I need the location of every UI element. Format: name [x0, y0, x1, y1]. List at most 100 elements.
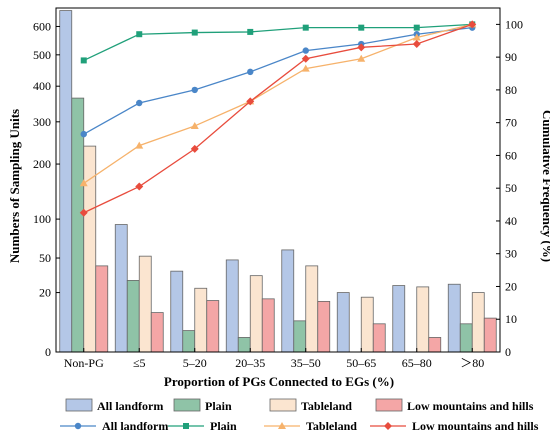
bar-group — [59, 10, 497, 353]
legend-marker-tableland — [278, 422, 286, 429]
y-axis-left-title: Numbers of Sampling Units — [7, 109, 22, 263]
bar-all-landform-1 — [114, 224, 128, 353]
legend-bar-label-tableland: Tableland — [301, 399, 352, 413]
bar-all-landform-4 — [281, 249, 295, 353]
legend-marker-plain — [183, 423, 189, 429]
marker-tableland-2 — [190, 121, 199, 129]
marker-all-landform-1 — [136, 99, 143, 107]
bar-all-landform-7 — [447, 283, 461, 353]
x-tick-label-7: ＞80 — [460, 356, 484, 370]
x-axis-title: Proportion of PGs Connected to EGs (%) — [164, 374, 394, 389]
legend-bar-label-low-mountains-and-hills: Low mountains and hills — [407, 399, 534, 413]
legend-line-label-tableland: Tableland — [306, 419, 357, 433]
x-tick-label-1: ≤5 — [133, 356, 146, 370]
line-all-landform — [83, 27, 473, 135]
marker-plain-6 — [413, 24, 420, 31]
legend-bar-swatch-tableland — [269, 398, 297, 412]
bar-plain-4 — [293, 320, 307, 353]
y-left-tick-label-50: 50 — [39, 251, 51, 265]
y-left-tick-label-500: 500 — [33, 48, 51, 62]
x-tick-label-2: 5–20 — [183, 356, 207, 370]
bar-low-mountains-and-hills-5 — [372, 323, 386, 353]
axis-ticks: 0 20 50 100 200 300 400 500 600 0 10 20 30 40 50 60 70 80… — [33, 17, 523, 370]
line-low-mountains-and-hills — [83, 23, 473, 214]
line-tableland — [83, 23, 473, 184]
legend-bar-swatch-low-mountains-and-hills — [375, 398, 403, 412]
x-tick-label-6: 65–80 — [402, 356, 432, 370]
y-right-tick-label-60: 60 — [505, 148, 517, 162]
marker-low-mountains-and-hills-7 — [468, 20, 477, 29]
bar-tableland-1 — [138, 255, 152, 353]
y-right-tick-label-70: 70 — [505, 116, 517, 130]
bar-tableland-2 — [194, 287, 208, 353]
y-axis-right-title: Cumulative Frequency (%) — [540, 110, 550, 262]
x-tick-label-0: Non-PG — [64, 356, 104, 370]
marker-all-landform-4 — [302, 47, 309, 54]
bar-low-mountains-and-hills-4 — [317, 300, 331, 353]
legend-bar-label-plain: Plain — [205, 399, 232, 413]
marker-plain-1 — [136, 31, 143, 38]
marker-tableland-1 — [135, 141, 144, 149]
y-left-tick-label-0: 0 — [45, 345, 51, 359]
bar-low-mountains-and-hills-6 — [428, 337, 442, 353]
bar-tableland-4 — [305, 265, 319, 353]
bar-tableland-3 — [249, 275, 263, 353]
bar-plain-2 — [182, 330, 196, 353]
y-right-tick-label-10: 10 — [505, 312, 517, 326]
legend-bar-label-all-landform: All landform — [97, 399, 163, 413]
legend-line-label-plain: Plain — [210, 419, 237, 433]
y-left-tick-label-20: 20 — [39, 286, 51, 300]
marker-plain-3 — [247, 28, 254, 35]
marker-low-mountains-and-hills-6 — [412, 40, 421, 49]
marker-all-landform-0 — [80, 130, 87, 138]
bar-plain-1 — [126, 280, 140, 353]
line-group — [79, 20, 477, 217]
y-right-tick-label-90: 90 — [505, 50, 517, 64]
y-left-tick-label-300: 300 — [33, 115, 51, 129]
x-tick-label-3: 20–35 — [235, 356, 265, 370]
marker-low-mountains-and-hills-3 — [246, 97, 255, 106]
marker-tableland-6 — [412, 33, 421, 41]
marker-low-mountains-and-hills-5 — [357, 43, 366, 52]
bar-tableland-6 — [416, 286, 430, 353]
bar-low-mountains-and-hills-1 — [150, 312, 164, 353]
bar-all-landform-5 — [336, 292, 350, 353]
marker-low-mountains-and-hills-2 — [190, 144, 199, 153]
legend-line-label-all-landform: All landform — [102, 419, 168, 433]
y-right-tick-label-50: 50 — [505, 181, 517, 195]
marker-plain-2 — [191, 29, 198, 36]
y-left-tick-label-100: 100 — [33, 212, 51, 226]
bar-low-mountains-and-hills-7 — [483, 317, 497, 353]
y-right-tick-label-20: 20 — [505, 279, 517, 293]
bar-tableland-7 — [471, 292, 485, 353]
y-left-tick-label-600: 600 — [33, 19, 51, 33]
marker-all-landform-3 — [247, 68, 254, 76]
bar-all-landform-6 — [392, 285, 406, 353]
x-tick-label-4: 35–50 — [291, 356, 321, 370]
marker-plain-4 — [302, 24, 309, 31]
y-right-tick-label-0: 0 — [505, 345, 511, 359]
legend-marker-all-landform — [74, 422, 82, 430]
marker-tableland-4 — [301, 64, 310, 72]
marker-low-mountains-and-hills-1 — [135, 182, 144, 191]
bar-plain-7 — [459, 323, 473, 353]
y-right-tick-label-100: 100 — [505, 17, 523, 31]
bar-tableland-5 — [360, 296, 374, 353]
bar-low-mountains-and-hills-3 — [261, 298, 275, 353]
legend: All landform Plain Tableland Low mountains … — [60, 398, 539, 433]
marker-all-landform-2 — [191, 86, 198, 94]
y-left-tick-label-400: 400 — [33, 79, 51, 93]
y-right-tick-label-80: 80 — [505, 83, 517, 97]
y-right-tick-label-30: 30 — [505, 247, 517, 261]
bar-all-landform-2 — [170, 270, 184, 353]
plot-frame — [55, 7, 501, 353]
marker-low-mountains-and-hills-4 — [301, 54, 310, 63]
legend-bar-swatch-all-landform — [65, 398, 93, 412]
plot-border — [55, 7, 501, 353]
bar-all-landform-3 — [225, 259, 239, 353]
x-tick-label-5: 50–65 — [346, 356, 376, 370]
marker-tableland-0 — [79, 179, 88, 187]
marker-low-mountains-and-hills-0 — [79, 208, 88, 217]
bar-all-landform-0 — [59, 10, 73, 353]
